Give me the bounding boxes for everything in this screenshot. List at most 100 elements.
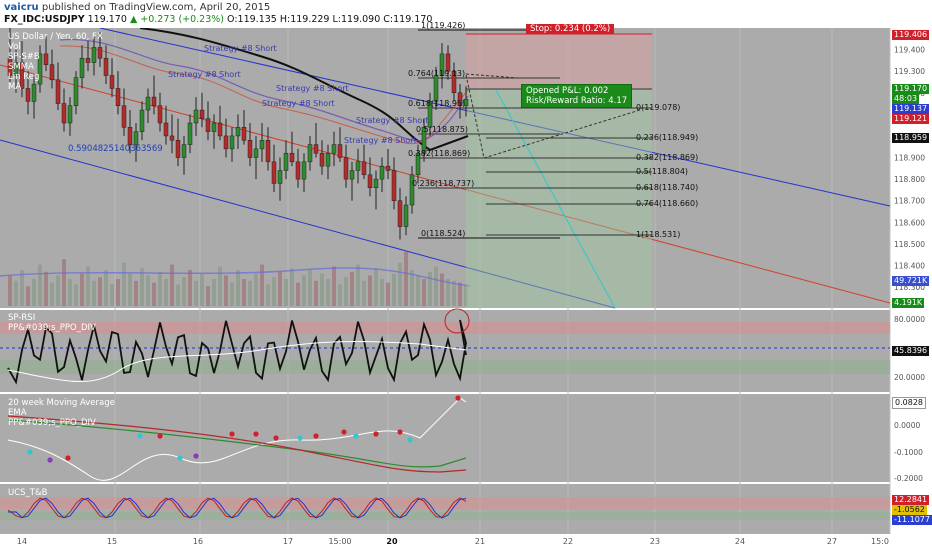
candle-bearish bbox=[391, 170, 397, 201]
volume-bar bbox=[416, 275, 420, 306]
indicator-list: Vol SP-S#B SMMA Lin Reg MA bbox=[8, 42, 40, 92]
candle-bullish bbox=[415, 152, 421, 176]
volume-bar bbox=[80, 273, 84, 306]
volume-bar bbox=[266, 284, 270, 306]
candle-bullish bbox=[139, 109, 145, 132]
signal-dot bbox=[193, 453, 199, 459]
fib-retracement-level: 0.5(118.875) bbox=[416, 125, 469, 134]
pnl-label: Opened P&L: 0.002 bbox=[526, 86, 609, 96]
candle-bullish bbox=[211, 122, 217, 132]
trade-info-box[interactable]: Opened P&L: 0.002 Risk/Reward Ratio: 4.1… bbox=[521, 84, 633, 108]
time-axis-label: 16 bbox=[193, 537, 203, 546]
candle-bearish bbox=[205, 118, 211, 132]
volume-bar bbox=[128, 273, 132, 306]
price-tag: 119.121 bbox=[892, 114, 930, 124]
candle-bullish bbox=[253, 148, 259, 158]
fib-retracement-level: 0.618(118.95) bbox=[408, 99, 466, 108]
candle-bearish bbox=[337, 144, 343, 158]
sma-line bbox=[139, 27, 469, 152]
volume-bar bbox=[338, 284, 342, 306]
volume-bar bbox=[182, 277, 186, 306]
price-tag: 48:03 bbox=[892, 94, 920, 104]
volume-bar bbox=[446, 279, 450, 306]
volume-bar bbox=[26, 286, 30, 306]
ucs-tag: -11.1077 bbox=[892, 515, 932, 525]
last-price: 119.170 bbox=[87, 14, 127, 25]
volume-bar bbox=[224, 275, 228, 306]
volume-bar bbox=[362, 280, 366, 306]
volume-bar bbox=[464, 284, 468, 306]
volume-bar bbox=[320, 273, 324, 306]
signal-dot bbox=[297, 435, 303, 441]
candle-bullish bbox=[331, 144, 337, 154]
signal-dot bbox=[65, 455, 71, 461]
ma-axis-tick: -0.2000 bbox=[894, 474, 923, 483]
candle-bearish bbox=[61, 103, 67, 124]
candle-bearish bbox=[109, 75, 115, 89]
candle-bearish bbox=[247, 140, 253, 158]
candle-bullish bbox=[235, 127, 241, 137]
candle-bullish bbox=[73, 77, 79, 106]
candle-bullish bbox=[325, 152, 331, 167]
author-name[interactable]: vaicru bbox=[4, 2, 39, 13]
projection-line bbox=[465, 73, 519, 79]
ucs-legend-item: UCS_T&B bbox=[8, 488, 48, 498]
volume-bar bbox=[374, 268, 378, 306]
volume-bar bbox=[38, 264, 42, 306]
candle-bearish bbox=[85, 57, 91, 63]
time-axis-label: 20 bbox=[386, 537, 398, 546]
fib-extension-level: 1(118.531) bbox=[636, 230, 681, 239]
candle-bearish bbox=[217, 122, 223, 137]
volume-bar bbox=[284, 279, 288, 306]
volume-bar bbox=[44, 271, 48, 306]
volume-bar bbox=[200, 273, 204, 306]
volume-bar bbox=[428, 271, 432, 306]
candle-bearish bbox=[127, 127, 133, 145]
candle-bearish bbox=[103, 57, 109, 76]
ohlc-values: O:119.135 H:119.229 L:119.090 C:119.170 bbox=[227, 14, 433, 25]
channel-lower-line bbox=[0, 139, 616, 309]
candle-bullish bbox=[31, 83, 37, 102]
candle-bullish bbox=[67, 105, 73, 124]
signal-dot bbox=[353, 433, 359, 439]
ema-line bbox=[59, 45, 469, 145]
volume-bar bbox=[386, 282, 390, 306]
ucs-upper-band bbox=[0, 497, 890, 509]
candle-bullish bbox=[433, 75, 439, 102]
fib-extension-level: 0.764(118.660) bbox=[636, 199, 699, 208]
rsi-oversold-band bbox=[0, 360, 890, 374]
candle-bullish bbox=[13, 62, 19, 76]
fib-retracement-level: 0.382(118.869) bbox=[408, 149, 471, 158]
price-axis-tick: 118.600 bbox=[894, 218, 925, 227]
candle-bearish bbox=[19, 62, 25, 89]
symbol-name: FX_IDC:USDJPY bbox=[4, 14, 85, 25]
volume-bar bbox=[134, 280, 138, 306]
signal-dot bbox=[47, 457, 53, 463]
volume-bar bbox=[260, 264, 264, 306]
ucs-tag: 12.2841 bbox=[892, 495, 930, 505]
main-title: US Dollar / Yen, 60, FX bbox=[8, 32, 103, 42]
fib-retracement-level: 0(118.524) bbox=[421, 229, 466, 238]
volume-bar bbox=[92, 280, 96, 306]
ucs-tag: -1.0562 bbox=[892, 505, 927, 515]
candle-bearish bbox=[361, 161, 367, 176]
volume-bar bbox=[146, 275, 150, 306]
volume-bar bbox=[98, 277, 102, 306]
time-axis-label: 24 bbox=[735, 537, 745, 546]
candle-bearish bbox=[121, 105, 127, 128]
candle-bullish bbox=[259, 140, 265, 150]
volume-bar bbox=[248, 280, 252, 306]
volume-bar bbox=[296, 282, 300, 306]
volume-bar bbox=[308, 270, 312, 306]
ma-axis-tick: -0.1000 bbox=[894, 448, 923, 457]
candle-bearish bbox=[313, 144, 319, 154]
candle-bearish bbox=[289, 152, 295, 163]
price-axis-tick: 119.400 bbox=[894, 46, 925, 55]
fib-extension-level: 0(119.078) bbox=[636, 103, 681, 112]
volume-bar bbox=[116, 279, 120, 306]
time-axis-label: 21 bbox=[475, 537, 485, 546]
volume-bar bbox=[86, 266, 90, 306]
ucs-line-blue bbox=[7, 497, 467, 519]
rsi-legend-item: SP-RSI bbox=[8, 313, 36, 323]
candle-bearish bbox=[7, 57, 13, 76]
